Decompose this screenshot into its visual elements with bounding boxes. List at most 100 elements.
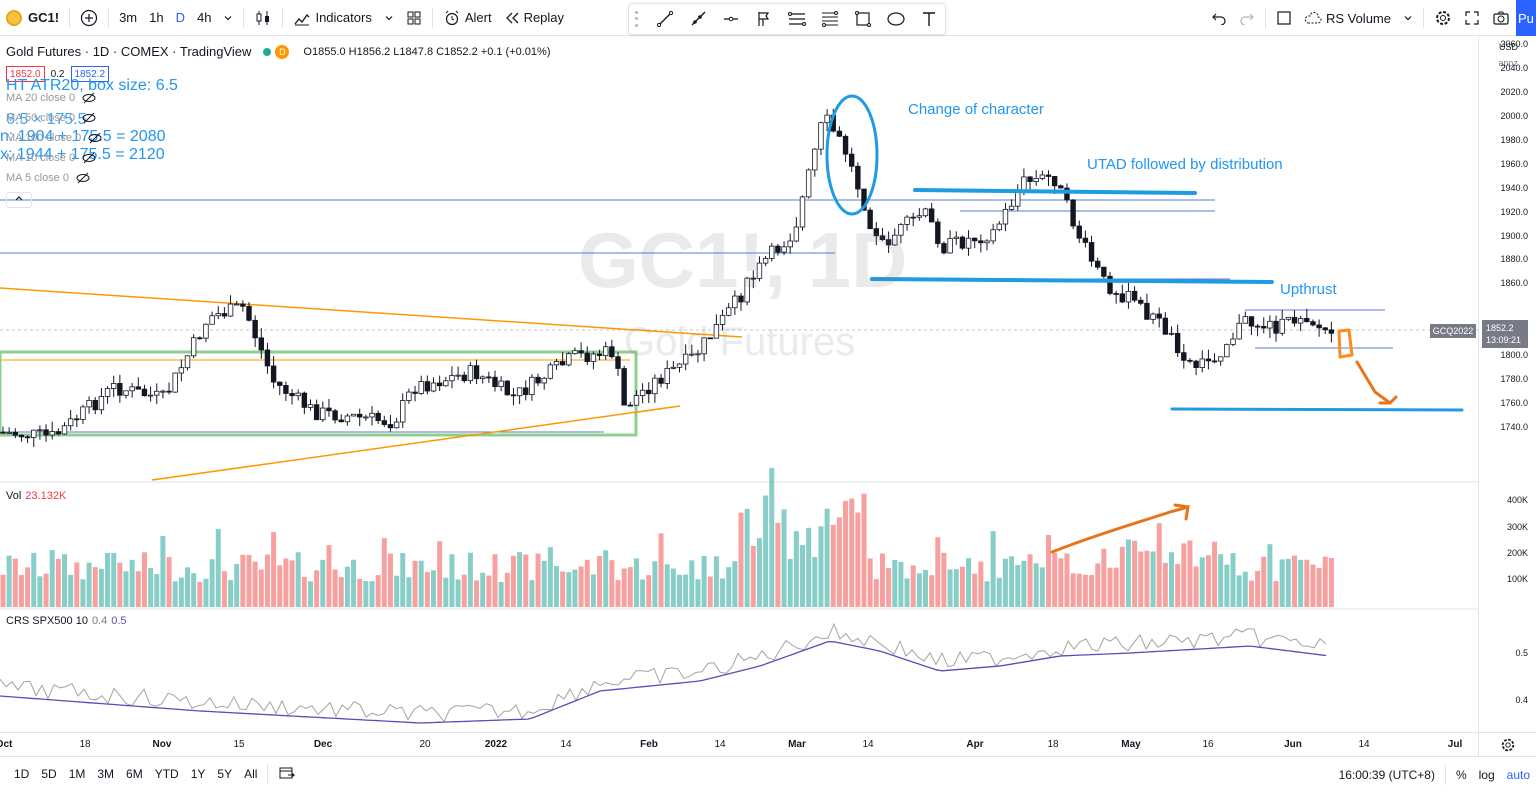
volume-bar[interactable]	[314, 570, 320, 607]
candle-body[interactable]	[424, 381, 431, 392]
volume-bar[interactable]	[861, 493, 867, 607]
price-tick-label[interactable]: 2020.0	[1500, 86, 1528, 97]
time-tick-label[interactable]: Oct	[0, 739, 13, 750]
time-tick-label[interactable]: 15	[233, 739, 245, 750]
candle-body[interactable]	[338, 419, 344, 423]
candle-body[interactable]	[553, 361, 560, 366]
candle-body[interactable]	[1328, 329, 1335, 334]
volume-bar[interactable]	[627, 567, 633, 607]
horizontal-line-tool[interactable]	[715, 5, 748, 33]
volume-bar[interactable]	[406, 577, 412, 607]
volume-bar[interactable]	[1224, 564, 1230, 607]
eye-hidden-icon[interactable]	[81, 112, 97, 124]
time-tick-label[interactable]: Jul	[1447, 739, 1463, 750]
volume-bar[interactable]	[295, 552, 301, 607]
volume-bar[interactable]	[12, 558, 18, 607]
candle-body[interactable]	[197, 337, 203, 340]
candle-body[interactable]	[769, 245, 775, 259]
volume-bar[interactable]	[566, 572, 572, 607]
candle-body[interactable]	[1205, 358, 1212, 362]
candle-body[interactable]	[1230, 338, 1236, 345]
volume-bar[interactable]	[43, 573, 49, 607]
indicators-dropdown-button[interactable]	[378, 4, 400, 32]
volume-bar[interactable]	[1248, 580, 1254, 607]
candle-body[interactable]	[1162, 317, 1169, 335]
volume-bar[interactable]	[1015, 565, 1021, 607]
volume-bar[interactable]	[529, 580, 535, 607]
candle-body[interactable]	[1008, 205, 1015, 210]
volume-bar[interactable]	[738, 512, 744, 607]
volume-bar[interactable]	[1052, 552, 1058, 607]
volume-bar[interactable]	[904, 578, 910, 607]
time-tick-label[interactable]: May	[1121, 739, 1141, 750]
collapse-legend-button[interactable]	[6, 192, 32, 208]
target-support-line[interactable]	[1170, 407, 1464, 412]
volume-bar[interactable]	[111, 552, 117, 607]
volume-bar[interactable]	[929, 575, 935, 607]
volume-bar[interactable]	[646, 575, 652, 607]
price-axis[interactable]: USD apoz 2060.0 2040.0 2020.0 2000.0 1980.0 1…	[1478, 37, 1536, 732]
candle-body[interactable]	[24, 436, 31, 439]
volume-bar[interactable]	[621, 568, 627, 607]
candle-body[interactable]	[670, 366, 677, 369]
crs-tick-label[interactable]: 0.5	[1515, 648, 1528, 658]
candle-body[interactable]	[726, 307, 732, 316]
upthrust-label[interactable]: Upthrust	[1280, 281, 1337, 298]
volume-bar[interactable]	[1132, 540, 1138, 607]
candle-body[interactable]	[1015, 191, 1021, 207]
candle-body[interactable]	[1027, 176, 1033, 182]
volume-histogram[interactable]	[0, 468, 1334, 607]
publish-button[interactable]: Pu	[1516, 0, 1536, 36]
candle-body[interactable]	[1138, 299, 1144, 304]
time-tick-label[interactable]: Mar	[788, 739, 806, 750]
candle-body[interactable]	[6, 431, 12, 434]
volume-bar[interactable]	[941, 552, 947, 607]
volume-bar[interactable]	[1304, 559, 1310, 607]
crs-legend[interactable]: CRS SPX500 10 0.4 0.5	[6, 615, 127, 627]
candle-body[interactable]	[160, 390, 166, 393]
chart-type-button[interactable]	[248, 4, 278, 32]
symbol-search-button[interactable]: GC1!	[0, 4, 65, 32]
volume-bar[interactable]	[830, 524, 836, 607]
volume-bar[interactable]	[652, 561, 658, 607]
candle-body[interactable]	[227, 303, 234, 317]
candle-body[interactable]	[836, 130, 843, 137]
volume-bar[interactable]	[959, 566, 965, 607]
candle-body[interactable]	[283, 385, 289, 394]
volume-bar[interactable]	[535, 553, 541, 607]
volume-bar[interactable]	[1082, 574, 1088, 607]
volume-bar[interactable]	[1316, 568, 1322, 607]
candle-body[interactable]	[233, 303, 240, 306]
volume-bar[interactable]	[966, 558, 972, 607]
candle-body[interactable]	[1322, 327, 1328, 331]
candle-body[interactable]	[1002, 209, 1009, 225]
candle-body[interactable]	[1045, 174, 1052, 177]
candle-body[interactable]	[467, 365, 474, 382]
pitchfork-tool[interactable]	[780, 5, 813, 33]
volume-bar[interactable]	[443, 577, 449, 607]
volume-bar[interactable]	[972, 573, 978, 607]
candle-body[interactable]	[492, 376, 498, 388]
candle-body[interactable]	[689, 353, 695, 356]
volume-bar[interactable]	[836, 517, 842, 607]
volume-bar[interactable]	[756, 538, 762, 607]
price-tick-label[interactable]: 1740.0	[1500, 422, 1528, 432]
candle-body[interactable]	[1316, 324, 1322, 329]
candle-body[interactable]	[941, 243, 947, 254]
volume-bar[interactable]	[55, 558, 61, 607]
volume-bar[interactable]	[818, 526, 824, 607]
volume-bar[interactable]	[584, 559, 590, 607]
current-bar-marker[interactable]	[1337, 328, 1354, 359]
range-6m[interactable]: 6M	[126, 767, 143, 781]
candle-body[interactable]	[849, 153, 855, 167]
candle-body[interactable]	[996, 223, 1002, 231]
volume-bar[interactable]	[775, 522, 781, 607]
candle-body[interactable]	[1267, 320, 1273, 329]
candle-body[interactable]	[49, 431, 55, 436]
candle-body[interactable]	[0, 431, 6, 434]
candle-body[interactable]	[510, 394, 517, 397]
volume-bar[interactable]	[123, 571, 129, 607]
candle-body[interactable]	[1291, 316, 1298, 324]
log-scale-toggle[interactable]: log	[1478, 767, 1495, 782]
candle-body[interactable]	[92, 399, 98, 411]
